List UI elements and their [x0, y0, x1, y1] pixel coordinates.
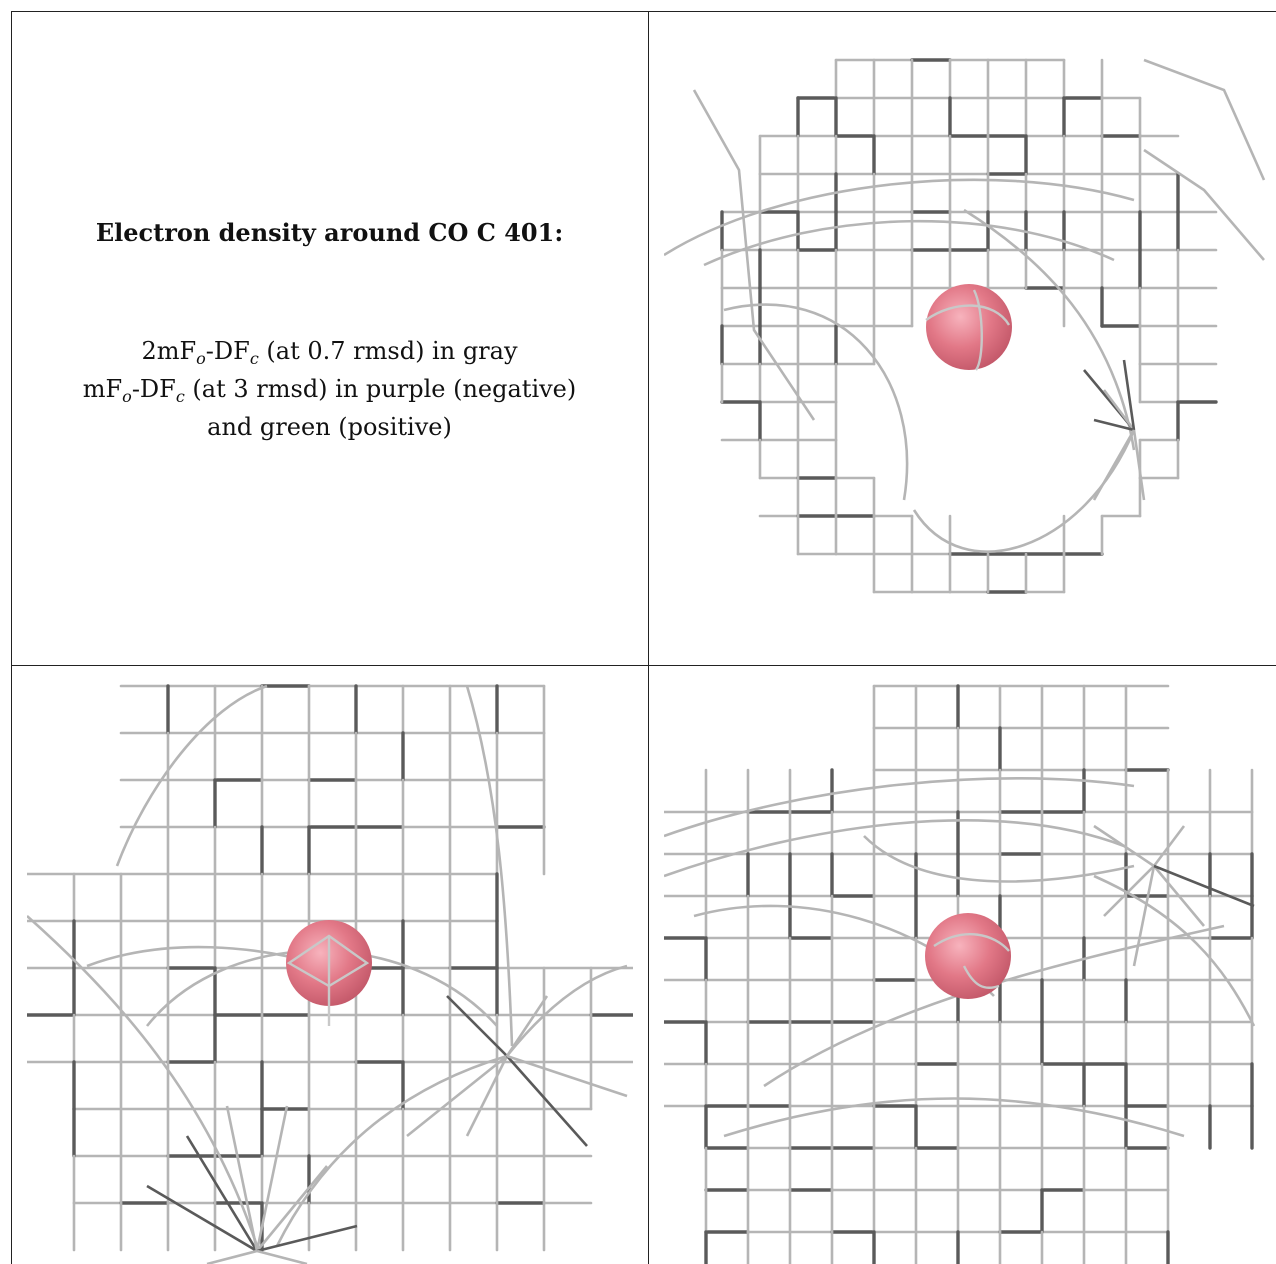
- mesh-contours: [27, 684, 628, 1264]
- caption-body: 2mFo-DFc (at 0.7 rmsd) in gray mFo-DFc (…: [11, 332, 648, 446]
- mesh-canvas-bottom-right: [664, 684, 1256, 1264]
- mesh-canvas-bottom-left: [27, 684, 633, 1264]
- table-divider-horizontal: [11, 665, 1276, 666]
- caption-line-colors: and green (positive): [207, 413, 452, 441]
- table-border-left: [11, 11, 12, 1264]
- mesh-front-strand: [933, 933, 1010, 952]
- caption-cell: Electron density around CO C 401: 2mFo-D…: [11, 12, 648, 666]
- caption-line-fo-fc: mFo-DFc (at 3 rmsd) in purple (negative): [82, 375, 577, 406]
- mesh-front-strand: [962, 965, 1000, 989]
- atom-sphere: [926, 284, 1012, 370]
- table-divider-vertical: [648, 11, 649, 1264]
- mesh-front-strand: [972, 289, 983, 371]
- caption-title: Electron density around CO C 401:: [95, 218, 564, 247]
- mesh-canvas-top-right: [664, 58, 1266, 594]
- mesh-contours: [664, 58, 1266, 553]
- atom-sphere: [925, 913, 1011, 999]
- density-view-bottom-left: [27, 666, 633, 1264]
- caption-line-2fo-fc: 2mFo-DFc (at 0.7 rmsd) in gray: [141, 337, 518, 368]
- density-view-bottom-right: [664, 666, 1276, 1264]
- mesh-front-strand: [286, 934, 370, 988]
- table-border-top: [11, 11, 1276, 12]
- mesh-front-strand: [925, 304, 1011, 326]
- density-view-top-right: [664, 30, 1276, 628]
